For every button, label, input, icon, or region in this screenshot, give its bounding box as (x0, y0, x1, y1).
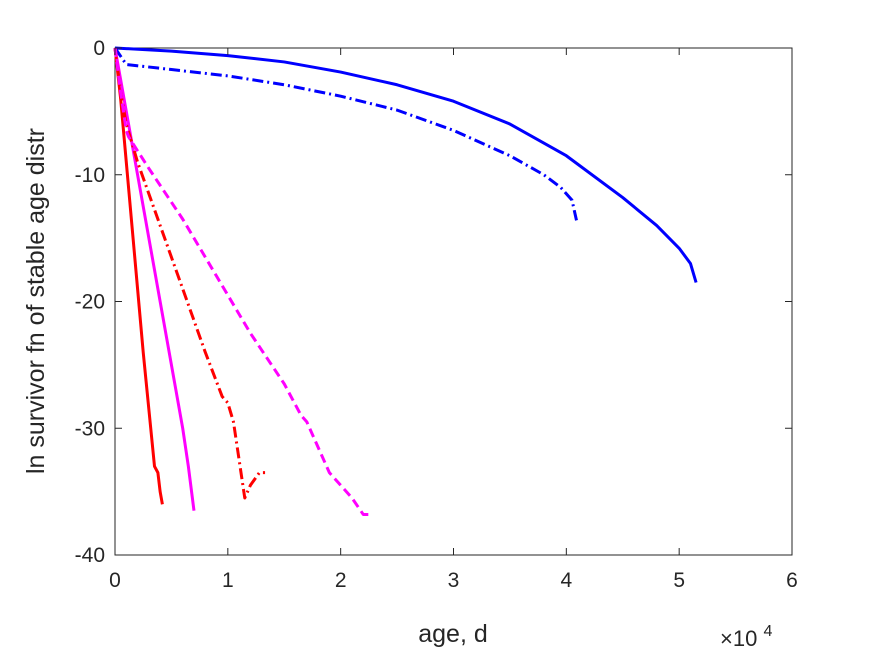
x-exponent-power: 4 (763, 623, 772, 640)
x-axis: 0 1 2 3 4 5 6 (109, 48, 798, 592)
series-line-3 (113, 47, 164, 505)
series-line-2 (113, 47, 578, 221)
x-tick-label: 0 (109, 569, 121, 592)
y-tick-label: -20 (75, 291, 105, 314)
y-tick-label: -30 (75, 417, 105, 440)
plot-area (114, 47, 793, 556)
y-axis-label: ln survivor fn of stable age distr (22, 128, 50, 474)
x-tick-label: 6 (786, 569, 798, 592)
y-tick-label: 0 (93, 37, 105, 60)
y-tick-label: -10 (75, 164, 105, 187)
y-axis: 0 -10 -20 -30 -40 (75, 37, 792, 567)
series-line-1 (114, 46, 698, 283)
series-line-4 (113, 47, 196, 511)
series-line-6 (113, 47, 369, 516)
x-exponent-base: ×10 (720, 626, 757, 651)
y-tick-label: -40 (75, 544, 105, 567)
x-exponent-label: ×10 4 (720, 623, 772, 651)
x-tick-label: 4 (560, 569, 572, 592)
series-layer (113, 46, 698, 516)
x-tick-label: 5 (673, 569, 685, 592)
x-tick-label: 3 (448, 569, 460, 592)
x-tick-label: 2 (335, 569, 347, 592)
x-tick-label: 1 (222, 569, 234, 592)
x-axis-label: age, d (418, 620, 488, 648)
